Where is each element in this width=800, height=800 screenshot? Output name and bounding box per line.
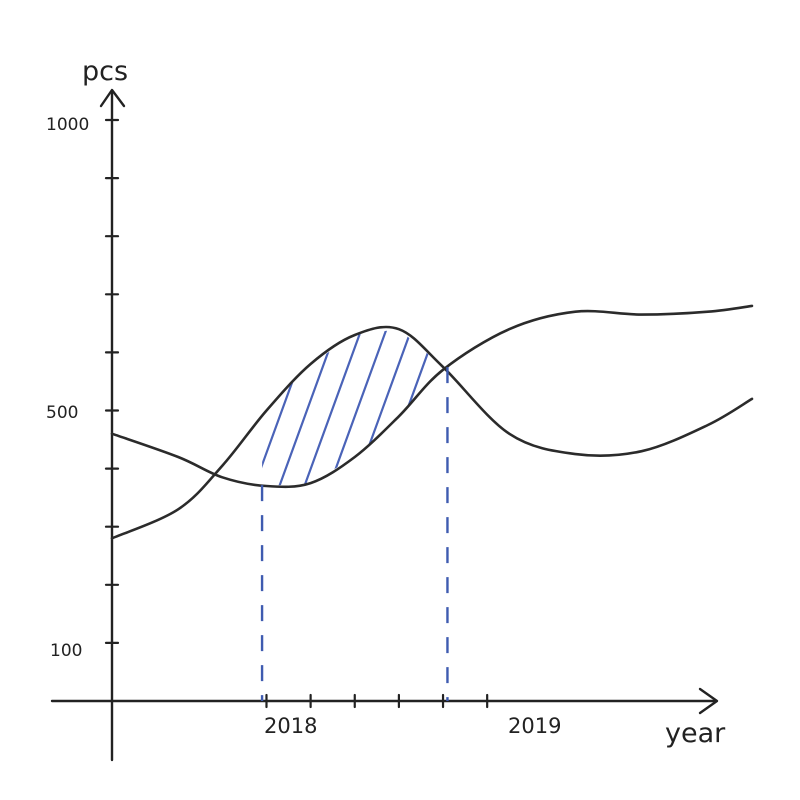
y-tick-label-1000: 1000 (46, 115, 89, 135)
y-ticks (104, 118, 120, 645)
droplines (260, 367, 449, 701)
series-group (110, 304, 754, 540)
y-tick-label-500: 500 (46, 403, 78, 423)
x-tick-label-2018: 2018 (264, 714, 317, 738)
y-axis-label: pcs (82, 56, 128, 87)
series-line-2 (110, 304, 754, 489)
hatch-stroke (340, 329, 424, 486)
hatch-stroke (142, 300, 222, 520)
hatch-stroke (167, 300, 247, 520)
y-axis-arrow (99, 88, 126, 108)
hatch-stroke (467, 300, 547, 520)
x-axis-label: year (665, 718, 726, 749)
x-ticks (265, 693, 489, 709)
series-line-1 (110, 325, 754, 540)
hatch-stroke (415, 329, 448, 486)
y-tick-label-100: 100 (50, 641, 82, 661)
x-axis-arrow (698, 687, 719, 715)
x-tick-label-2019: 2019 (508, 714, 561, 738)
